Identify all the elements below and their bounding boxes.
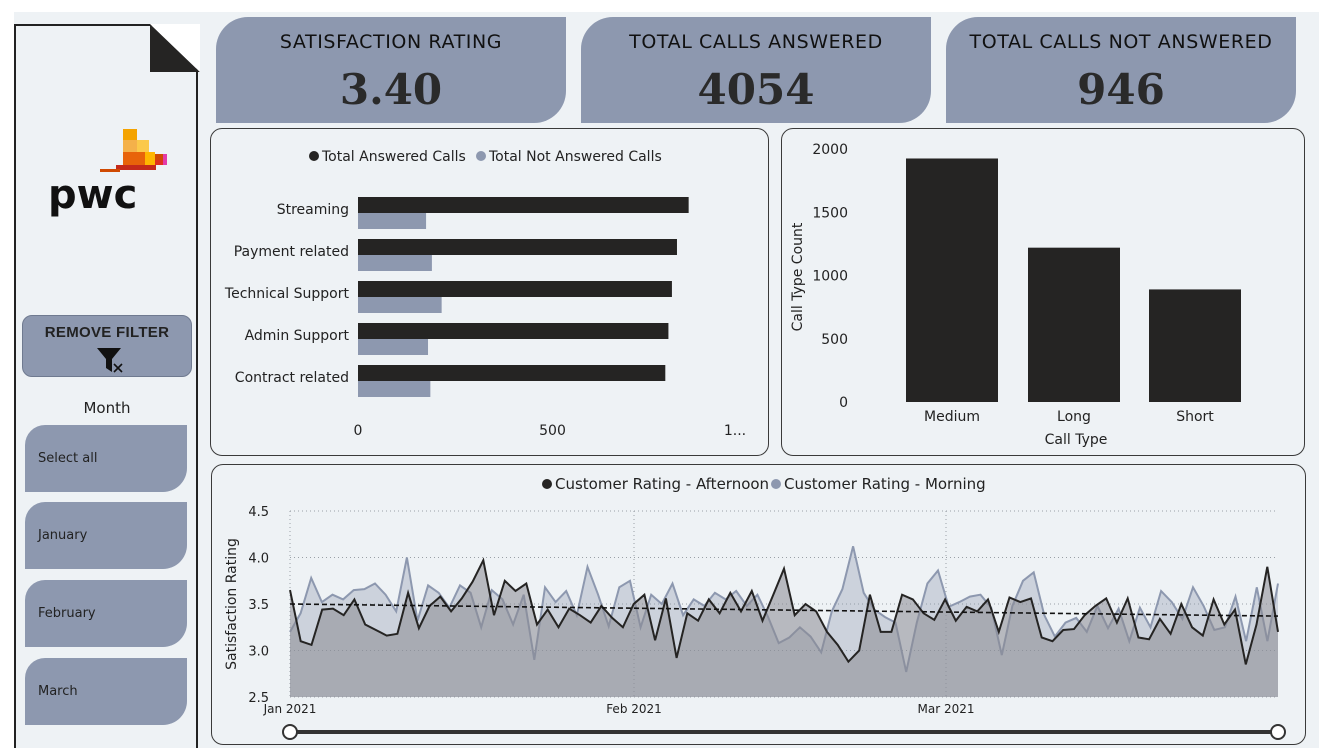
bar-answered (358, 239, 677, 255)
month-option-february[interactable]: February (25, 580, 187, 647)
legend-marker (542, 479, 552, 489)
month-slicer-title: Month (83, 399, 131, 417)
pwc-logo: pwc (48, 129, 167, 218)
bar (906, 158, 998, 402)
legend: Total Answered Calls Total Not Answered C… (309, 149, 662, 165)
month-option-march[interactable]: March (25, 658, 187, 725)
kpi-title: TOTAL CALLS ANSWERED (629, 31, 883, 53)
y-axis-label: Call Type Count (790, 222, 806, 331)
kpi-title: TOTAL CALLS NOT ANSWERED (969, 31, 1273, 53)
category-label: Short (1176, 409, 1214, 425)
kpi-total-calls-not-answered: TOTAL CALLS NOT ANSWERED 946 (946, 17, 1296, 123)
legend-marker (476, 151, 486, 161)
y-tick-label: 0 (839, 395, 848, 411)
kpi-value: 4054 (697, 65, 815, 114)
y-tick-label: 2.5 (248, 691, 269, 706)
x-tick-label: Mar 2021 (918, 702, 975, 716)
bar-answered (358, 323, 669, 339)
clear-filter-icon (97, 348, 123, 373)
customer-rating-panel: Customer Rating - Afternoon Customer Rati… (211, 464, 1306, 745)
y-axis-label: Satisfaction Rating (224, 538, 240, 670)
x-axis-label: Call Type (1045, 432, 1108, 448)
pwc-logo-text: pwc (48, 172, 137, 218)
category-label: Contract related (235, 370, 349, 386)
bar-not-answered (358, 297, 442, 313)
x-tick-label: 1... (724, 423, 746, 439)
month-option-select-all[interactable]: Select all (25, 425, 187, 492)
customer-rating-chart[interactable]: Customer Rating - Afternoon Customer Rati… (212, 465, 1305, 744)
date-slider-end-handle[interactable] (1270, 724, 1286, 740)
legend-marker (771, 479, 781, 489)
bar-answered (358, 365, 666, 381)
legend-label: Total Not Answered Calls (488, 149, 662, 165)
calls-by-topic-panel: Total Answered Calls Total Not Answered C… (210, 128, 769, 456)
legend-label: Customer Rating - Morning (784, 475, 986, 493)
bar-not-answered (358, 213, 427, 229)
trend-line (289, 603, 1279, 617)
category-label: Technical Support (224, 286, 350, 302)
call-type-chart[interactable]: 0 500 1000 1500 2000 Medium Long Short Call Type… (782, 129, 1304, 455)
legend-marker (309, 151, 319, 161)
x-tick-label: Feb 2021 (606, 702, 662, 716)
x-tick-label: 500 (539, 423, 566, 439)
month-option-january[interactable]: January (25, 502, 187, 569)
legend-label: Total Answered Calls (321, 149, 466, 165)
bar-not-answered (358, 339, 429, 355)
afternoon-line (289, 557, 1279, 665)
category-label: Streaming (277, 202, 349, 218)
remove-filter-label: REMOVE FILTER (44, 324, 170, 341)
bar-answered (358, 197, 689, 213)
y-tick-label: 1500 (812, 205, 848, 221)
y-tick-label: 2000 (812, 142, 848, 158)
page-corner-fold (150, 24, 200, 72)
y-tick-label: 3.5 (248, 598, 269, 613)
category-label: Payment related (234, 244, 349, 260)
category-label: Long (1057, 409, 1091, 425)
kpi-satisfaction-rating: SATISFACTION RATING 3.40 (216, 17, 566, 123)
bar (1149, 289, 1241, 402)
x-tick-label: 0 (354, 423, 363, 439)
bar (1028, 247, 1120, 402)
category-label: Medium (924, 409, 980, 425)
y-tick-label: 1000 (812, 269, 848, 285)
calls-by-topic-chart[interactable]: Total Answered Calls Total Not Answered C… (211, 129, 768, 455)
kpi-value: 946 (1077, 65, 1165, 114)
y-tick-label: 4.5 (248, 505, 269, 520)
date-slider-start-handle[interactable] (282, 724, 298, 740)
x-tick-label: Jan 2021 (263, 702, 317, 716)
bar-not-answered (358, 255, 432, 271)
call-type-panel: 0 500 1000 1500 2000 Medium Long Short Call Type… (781, 128, 1305, 456)
afternoon-area (290, 560, 1278, 697)
y-tick-label: 4.0 (248, 552, 269, 567)
y-tick-label: 3.0 (248, 645, 269, 660)
bar-answered (358, 281, 672, 297)
kpi-title: SATISFACTION RATING (279, 31, 503, 53)
bar-not-answered (358, 381, 431, 397)
y-tick-label: 500 (821, 332, 848, 348)
kpi-value: 3.40 (339, 65, 443, 114)
category-label: Admin Support (245, 328, 350, 344)
remove-filter-button[interactable]: REMOVE FILTER (22, 315, 192, 377)
kpi-total-calls-answered: TOTAL CALLS ANSWERED 4054 (581, 17, 931, 123)
legend-label: Customer Rating - Afternoon (555, 475, 769, 493)
